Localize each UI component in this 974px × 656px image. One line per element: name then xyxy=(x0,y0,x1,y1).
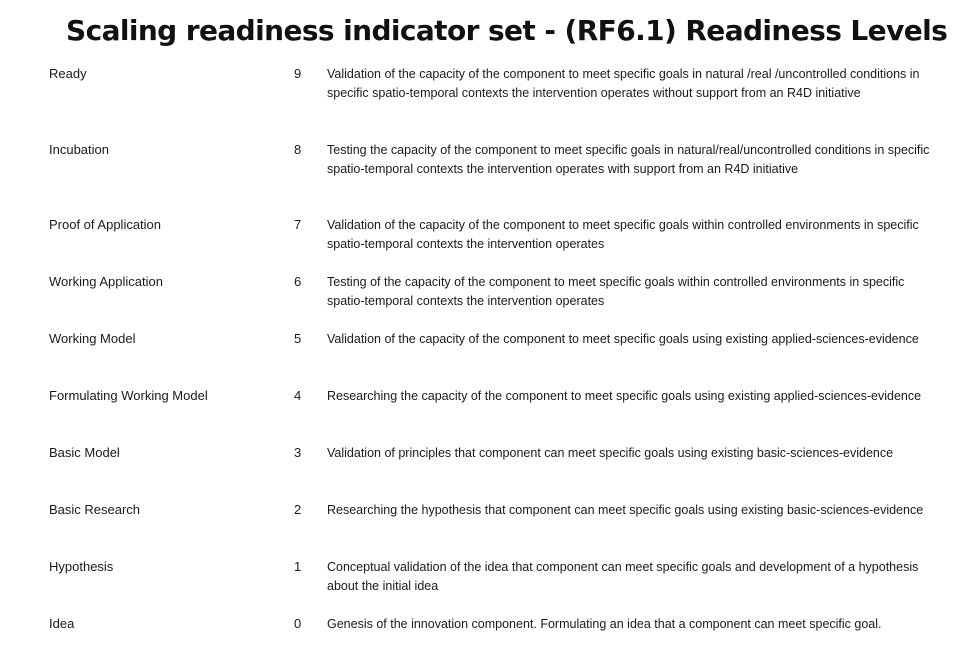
level-number: 5 xyxy=(294,331,302,346)
level-name: Ready xyxy=(49,66,87,81)
level-description: Testing the capacity of the component to… xyxy=(327,143,930,176)
level-number: 8 xyxy=(294,142,302,157)
level-name: Formulating Working Model xyxy=(49,388,208,403)
level-name: Basic Research xyxy=(49,502,141,517)
level-name: Proof of Application xyxy=(49,217,162,232)
level-number: 9 xyxy=(294,66,302,81)
level-description: Conceptual validation of the idea that c… xyxy=(327,560,919,593)
level-description: Genesis of the innovation component. For… xyxy=(327,617,882,631)
level-description: Researching the capacity of the componen… xyxy=(327,389,922,403)
level-description: Validation of the capacity of the compon… xyxy=(327,67,920,100)
level-number: 6 xyxy=(294,274,302,289)
level-name: Hypothesis xyxy=(49,559,114,574)
page-title: Scaling readiness indicator set - (RF6.1… xyxy=(66,14,948,47)
level-number: 0 xyxy=(294,616,302,631)
level-number: 4 xyxy=(294,388,302,403)
level-description: Validation of the capacity of the compon… xyxy=(327,332,919,346)
level-number: 3 xyxy=(294,445,302,460)
level-name: Working Model xyxy=(49,331,136,346)
level-description: Researching the hypothesis that componen… xyxy=(327,503,924,517)
level-number: 2 xyxy=(294,502,302,517)
level-name: Idea xyxy=(49,616,75,631)
level-number: 1 xyxy=(294,559,302,574)
level-number: 7 xyxy=(294,217,302,232)
level-description: Testing of the capacity of the component… xyxy=(327,275,905,308)
level-name: Working Application xyxy=(49,274,163,289)
level-name: Incubation xyxy=(49,142,109,157)
level-description: Validation of the capacity of the compon… xyxy=(327,218,919,251)
level-description: Validation of principles that component … xyxy=(327,446,894,460)
level-name: Basic Model xyxy=(49,445,120,460)
